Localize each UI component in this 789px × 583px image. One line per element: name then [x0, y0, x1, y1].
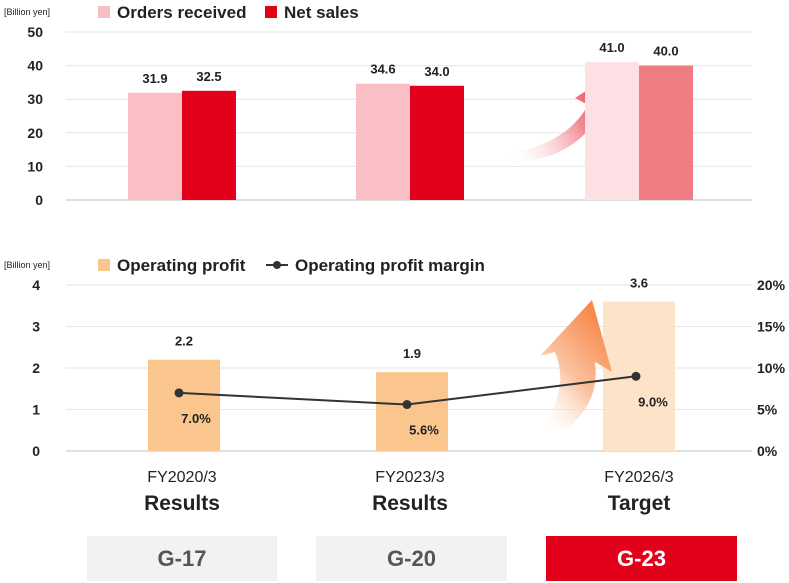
y-tick-label: 2: [32, 360, 40, 376]
growth-arrow-icon: [462, 72, 615, 162]
legend-swatch-orders: [98, 6, 110, 18]
plan-box-g17: G-17: [87, 536, 277, 581]
bar-net-sales: [182, 90, 236, 200]
y-tick-label: 20: [27, 125, 43, 141]
y2-tick-label: 0%: [757, 443, 778, 459]
data-label: 40.0: [653, 44, 678, 59]
margin-point: [631, 371, 641, 381]
y-tick-label: 0: [32, 443, 40, 459]
y2-tick-label: 15%: [757, 319, 786, 335]
legend-label-net-sales: Net sales: [284, 3, 359, 22]
data-label: 32.5: [196, 69, 221, 84]
bar-operating-profit: [376, 372, 448, 451]
plan-box-g20: G-20: [316, 536, 507, 581]
margin-label: 5.6%: [409, 423, 439, 438]
bottom-y2-axis: 0% 5% 10% 15% 20%: [757, 277, 786, 459]
data-label: 2.2: [175, 334, 193, 349]
plan-label: G-23: [617, 545, 666, 571]
x-kind-label: Results: [372, 492, 448, 515]
y-tick-label: 30: [27, 91, 43, 107]
y-tick-label: 0: [35, 192, 43, 208]
bar-orders: [128, 92, 182, 200]
bar-net-sales: [410, 85, 464, 200]
top-y-axis: 0 10 20 30 40 50: [27, 24, 43, 208]
y-tick-label: 1: [32, 402, 40, 418]
legend-label-orders: Orders received: [117, 3, 246, 22]
data-label: 1.9: [403, 346, 421, 361]
growth-arrow-icon: [540, 300, 612, 430]
y-tick-label: 3: [32, 319, 40, 335]
top-bars: [128, 62, 693, 200]
x-period-label: FY2023/3: [375, 469, 444, 486]
bottom-y-axis: 0 1 2 3 4: [32, 277, 40, 459]
y-tick-label: 40: [27, 58, 43, 74]
margin-label: 7.0%: [181, 411, 211, 426]
bar-orders: [356, 83, 410, 200]
legend-label-margin: Operating profit margin: [295, 256, 485, 275]
x-period-label: FY2020/3: [147, 469, 216, 486]
legend-marker-margin: [273, 261, 281, 269]
margin-point: [174, 388, 184, 398]
x-kind-label: Target: [608, 492, 671, 515]
data-label: 3.6: [630, 276, 648, 291]
legend-label-operating-profit: Operating profit: [117, 256, 246, 275]
x-kind-label: Results: [144, 492, 220, 515]
data-label: 31.9: [142, 71, 167, 86]
x-period-label: FY2026/3: [604, 469, 673, 486]
top-unit-label: [Billion yen]: [4, 7, 50, 17]
legend-swatch-net-sales: [265, 6, 277, 18]
plan-label: G-17: [157, 545, 207, 571]
orders-sales-chart: [Billion yen] 0 10 20 30 40 50 31.9 32.5 34.6 34…: [4, 3, 752, 208]
plan-box-g23: G-23: [546, 536, 737, 581]
data-label: 34.6: [370, 62, 395, 77]
bottom-value-labels: 2.2 1.9 3.6 7.0% 5.6% 9.0%: [175, 276, 668, 438]
data-label: 34.0: [424, 64, 449, 79]
x-axis-labels: FY2020/3 Results FY2023/3 Results FY2026/3 Ta…: [144, 469, 674, 515]
y-tick-label: 10: [27, 158, 43, 174]
data-label: 41.0: [599, 40, 624, 55]
margin-label: 9.0%: [638, 394, 668, 409]
bottom-unit-label: [Billion yen]: [4, 260, 50, 270]
bar-orders: [585, 62, 639, 200]
bar-net-sales: [639, 65, 693, 200]
bottom-legend: Operating profit Operating profit margin: [98, 256, 485, 275]
margin-line: [174, 371, 641, 410]
y-tick-label: 50: [27, 24, 43, 40]
legend-swatch-operating-profit: [98, 259, 110, 271]
top-legend: Orders received Net sales: [98, 3, 359, 22]
margin-point: [402, 400, 412, 410]
y-tick-label: 4: [32, 277, 40, 293]
y2-tick-label: 5%: [757, 402, 778, 418]
y2-tick-label: 20%: [757, 277, 786, 293]
y2-tick-label: 10%: [757, 360, 786, 376]
bar-operating-profit: [148, 359, 220, 451]
plan-label: G-20: [387, 545, 436, 571]
operating-profit-chart: [Billion yen] 0 1 2 3 4 0% 5% 10% 15% 20% 2.2 1.9…: [4, 256, 786, 459]
top-value-labels: 31.9 32.5 34.6 34.0 41.0 40.0: [142, 40, 678, 86]
